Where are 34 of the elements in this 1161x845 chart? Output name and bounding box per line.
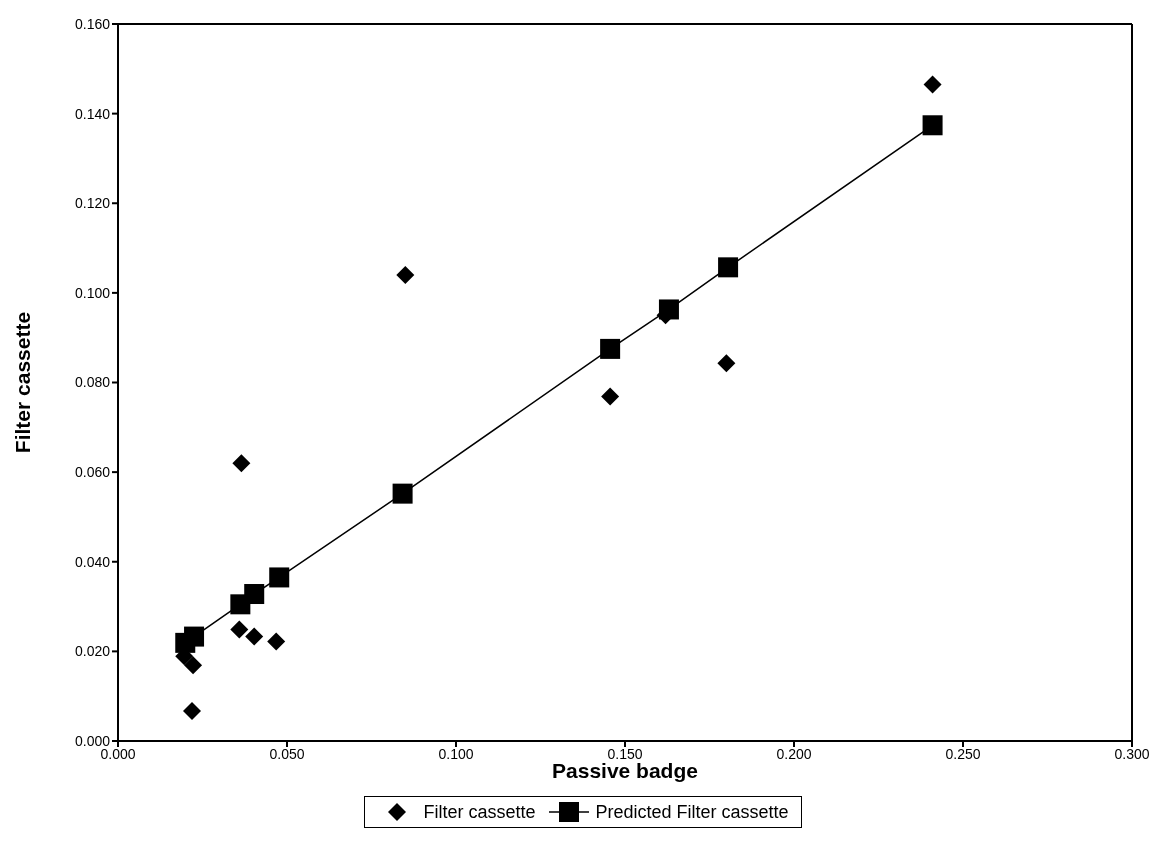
y-tick-label: 0.040 [74,553,111,570]
point [717,354,736,373]
y-tick-label: 0.140 [74,105,111,122]
x-tick-label: 0.200 [776,745,812,762]
y-tick-label: 0.080 [74,374,111,391]
point [396,265,415,284]
legend-label: Filter cassette [423,801,536,823]
point [230,620,249,639]
point [244,584,265,605]
y-tick-label: 0.100 [74,284,111,301]
point [923,75,942,94]
point [232,454,251,473]
y-tick-label: 0.120 [74,195,111,212]
point [392,483,413,504]
x-tick-label: 0.100 [438,745,474,762]
legend-label: Predicted Filter cassette [595,801,789,823]
point [267,632,286,651]
x-axis-title: Passive badge [552,759,698,782]
point [718,257,739,278]
y-tick-label: 0.020 [74,643,111,660]
x-tick-label: 0.050 [269,745,305,762]
y-tick-label: 0.160 [74,15,111,32]
point [183,701,202,720]
x-tick-label: 0.250 [945,745,981,762]
point [601,387,620,406]
y-axis-title: Filter cassette [11,311,35,454]
x-tick-label: 0.150 [607,745,643,762]
y-tick-label: 0.060 [74,464,111,481]
x-tick-label: 0.300 [1114,745,1150,762]
point [269,567,290,588]
point [600,338,621,359]
point [184,656,203,675]
point [245,627,264,646]
point [922,115,943,136]
